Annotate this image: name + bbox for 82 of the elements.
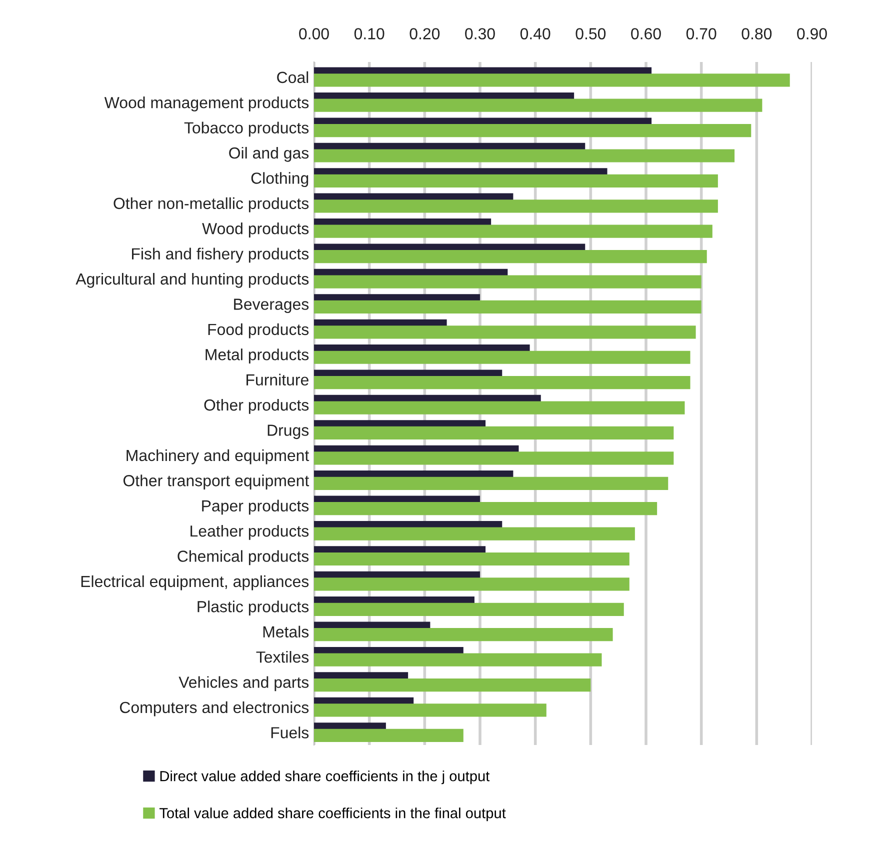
- bar: [314, 420, 486, 428]
- y-tick-label: Chemical products: [178, 550, 309, 566]
- bar: [314, 552, 630, 566]
- bar: [314, 496, 480, 503]
- bar: [314, 326, 696, 339]
- bar: [314, 218, 492, 226]
- bar: [314, 370, 502, 377]
- bar: [314, 722, 386, 730]
- bar: [314, 124, 752, 138]
- y-tick-label: Plastic products: [198, 600, 309, 616]
- bar: [314, 294, 480, 302]
- bar: [314, 476, 668, 490]
- y-tick-label: Furniture: [246, 374, 308, 386]
- x-tick-label: 0.90: [797, 28, 827, 40]
- bar: [314, 275, 702, 288]
- bar: [314, 300, 702, 314]
- bar: [314, 174, 718, 188]
- x-tick-label: 0.70: [686, 28, 716, 40]
- y-tick-label: Fish and fishery products: [132, 248, 309, 263]
- bar: [314, 426, 674, 440]
- bar: [314, 98, 762, 112]
- x-tick-label: 0.20: [410, 28, 440, 40]
- bar: [314, 168, 608, 176]
- y-tick-label: Food products: [208, 323, 309, 338]
- bar: [314, 678, 591, 692]
- bar: [314, 244, 586, 251]
- legend-label: Direct value added share coefficients in the j output: [160, 770, 490, 784]
- y-tick-label: Other non-metallic products: [114, 197, 309, 212]
- y-tick-label: Coal: [277, 71, 308, 84]
- bar: [314, 344, 530, 352]
- y-tick-label: Computers and electronics: [120, 701, 309, 716]
- y-tick-label: Fuels: [271, 726, 309, 738]
- x-tick-label: 0.50: [576, 28, 606, 40]
- bar: [314, 470, 514, 478]
- y-tick-label: Wood management products: [104, 96, 309, 112]
- bar: [314, 376, 690, 390]
- y-tick-label: Agricultural and hunting products: [76, 272, 309, 288]
- x-tick-label: 0.00: [299, 28, 329, 40]
- bar: [314, 602, 624, 616]
- bar: [314, 118, 652, 125]
- bar: [314, 728, 464, 742]
- y-tick-label: Machinery and equipment: [126, 449, 310, 464]
- y-tick-label: Oil and gas: [229, 146, 309, 162]
- bar: [314, 546, 486, 554]
- bar: [314, 200, 718, 213]
- legend-label: Total value added share coefficients in the final output: [159, 808, 506, 822]
- bar: [314, 596, 474, 604]
- x-tick-label: 0.10: [354, 28, 384, 40]
- bar: [314, 149, 735, 162]
- y-tick-label: Other products: [204, 398, 309, 414]
- x-tick-label: 0.40: [520, 28, 550, 40]
- bar: [314, 92, 574, 100]
- y-tick-label: Metals: [263, 626, 309, 638]
- y-tick-label: Electrical equipment, appliances: [81, 575, 309, 590]
- y-tick-label: Tobacco products: [184, 122, 309, 137]
- bar: [314, 578, 630, 591]
- bar: [314, 628, 613, 642]
- y-tick-label: Drugs: [268, 424, 309, 440]
- y-tick-label: Paper products: [202, 500, 309, 515]
- y-tick-label: Metal products: [206, 348, 309, 364]
- bar: [314, 527, 635, 540]
- bar: [314, 646, 464, 654]
- y-tick-label: Beverages: [234, 298, 309, 314]
- y-tick-label: Textiles: [256, 651, 309, 663]
- y-tick-label: Leather products: [190, 524, 309, 540]
- bar: [314, 250, 707, 264]
- bar: [314, 74, 790, 87]
- bar: [314, 704, 546, 717]
- bar: [314, 350, 690, 364]
- bar: [314, 502, 658, 516]
- x-tick-label: 0.30: [465, 28, 495, 40]
- bar: [314, 401, 685, 414]
- y-tick-label: Other transport equipment: [123, 474, 310, 490]
- y-tick-label: Wood products: [202, 222, 309, 238]
- bar: [314, 224, 712, 238]
- bar: [314, 452, 674, 465]
- y-tick-label: Clothing: [251, 172, 308, 188]
- x-tick-label: 0.80: [742, 28, 772, 40]
- bar: [314, 653, 602, 666]
- y-tick-label: Vehicles and parts: [178, 676, 309, 692]
- bar: [314, 672, 408, 680]
- x-tick-label: 0.60: [631, 28, 661, 40]
